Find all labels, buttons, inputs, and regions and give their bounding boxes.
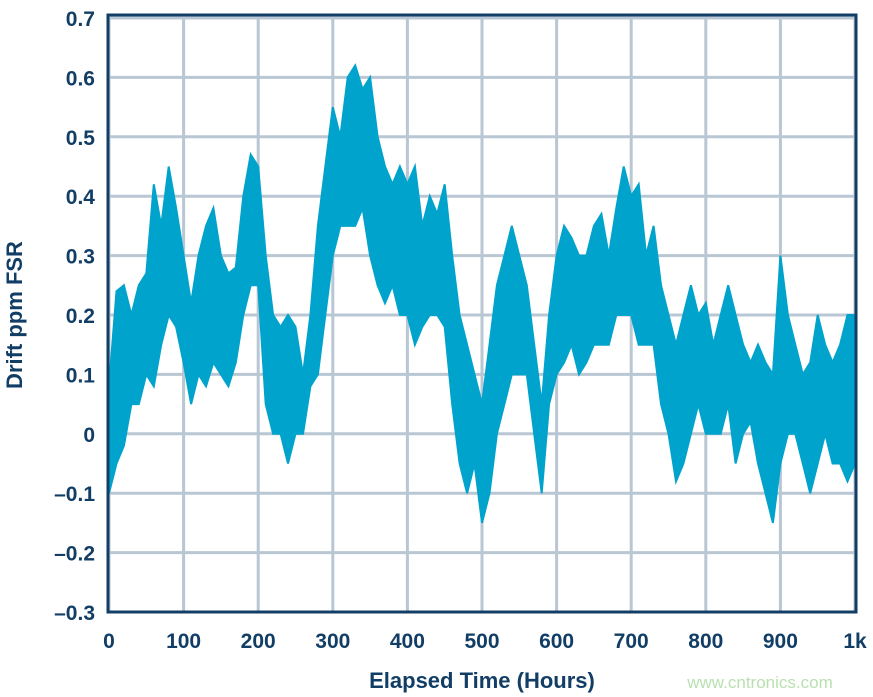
plot-frame — [106, 13, 858, 614]
x-tick-label: 400 — [390, 630, 425, 653]
x-tick-label: 500 — [464, 630, 499, 653]
y-tick-labels: 0.7 0.6 0.5 0.4 0.3 0.2 0.1 0 –0.1 –0.2 –0.3 — [54, 8, 95, 625]
x-tick-label: 200 — [241, 630, 276, 653]
y-tick-label: 0.2 — [66, 305, 95, 328]
y-tick-label: 0.6 — [66, 67, 95, 90]
y-tick-label: –0.3 — [54, 602, 95, 625]
x-tick-labels: 0 100 200 300 400 500 600 700 800 900 1k — [103, 630, 867, 653]
y-tick-label: 0 — [83, 424, 95, 447]
x-tick-label: 900 — [763, 630, 798, 653]
x-tick-label: 100 — [166, 630, 201, 653]
y-tick-label: 0.7 — [66, 8, 95, 31]
watermark: www.cntronics.com — [686, 673, 832, 692]
x-tick-label: 600 — [539, 630, 574, 653]
y-tick-label: 0.5 — [66, 127, 96, 150]
y-tick-label: 0.1 — [66, 364, 96, 387]
x-tick-label: 0 — [103, 630, 115, 653]
x-tick-label: 300 — [315, 630, 350, 653]
x-tick-label: 800 — [688, 630, 723, 653]
x-tick-label: 700 — [614, 630, 649, 653]
y-tick-label: –0.1 — [54, 483, 95, 506]
x-axis-label: Elapsed Time (Hours) — [369, 668, 595, 693]
y-tick-label: –0.2 — [54, 543, 95, 566]
y-tick-label: 0.3 — [66, 246, 95, 269]
x-tick-label: 1k — [843, 630, 867, 653]
y-axis-label: Drift ppm FSR — [2, 241, 27, 389]
y-tick-label: 0.4 — [66, 186, 96, 209]
